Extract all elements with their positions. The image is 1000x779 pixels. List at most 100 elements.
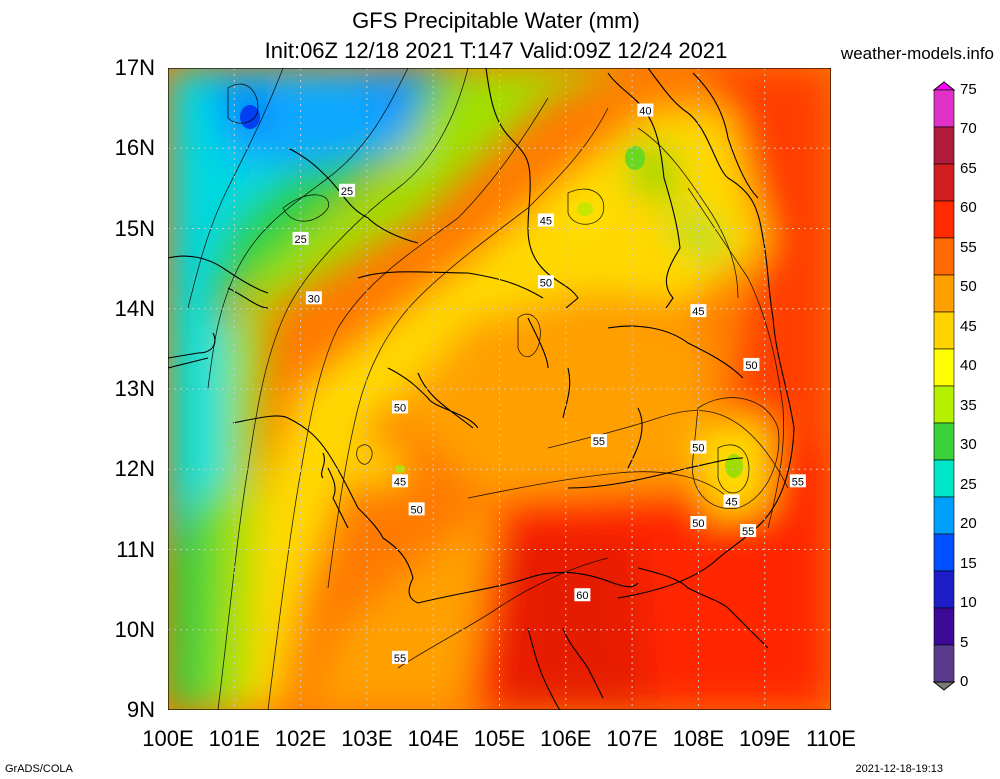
colorbar-min-arrow [932, 681, 956, 691]
colorbar-segment [933, 459, 955, 498]
contour-label: 50 [690, 440, 707, 455]
contour-label: 60 [574, 588, 591, 602]
contour-label-box [690, 304, 707, 318]
colorbar-segment [933, 163, 955, 202]
colorbar-label: 45 [960, 317, 977, 335]
colorbar-label: 20 [960, 515, 977, 533]
contour-label: 25 [339, 183, 356, 198]
contour-label-text: 40 [639, 106, 651, 118]
colorbar-segment [933, 274, 955, 313]
colorbar-segment [933, 607, 955, 646]
colorbar-label: 25 [960, 475, 977, 493]
colorbar-label: 15 [960, 554, 977, 572]
latitude-label: 15N [114, 215, 155, 241]
contour-label-box [305, 291, 322, 305]
colorbar-segment [933, 311, 955, 350]
latitude-label: 17N [114, 55, 155, 80]
contour-label: 50 [408, 502, 425, 516]
contour-label-box [637, 103, 654, 117]
colorbar-label: 65 [960, 159, 977, 177]
colorbar-segment [933, 89, 955, 128]
contour-label-text: 55 [593, 436, 605, 448]
latitude-label: 11N [116, 536, 155, 562]
longitude-label: 107E [606, 726, 658, 751]
longitude-label: 108E [672, 726, 725, 751]
colorbar-segment [933, 126, 955, 165]
longitude-label: 109E [738, 726, 791, 751]
colorbar-segment [933, 348, 955, 387]
contour-label: 45 [690, 304, 707, 318]
contour-label: 45 [723, 494, 740, 508]
contour-label: 50 [690, 516, 707, 530]
contour-label-text: 50 [411, 504, 423, 516]
colorbar-segment [933, 237, 955, 276]
contour-label-text: 45 [540, 215, 552, 227]
longitude-label: 105E [473, 726, 526, 751]
colorbar-label: 60 [960, 199, 977, 217]
contour-lines [187, 68, 789, 710]
latitude-label: 14N [114, 295, 155, 321]
colorbar-label: 35 [960, 396, 977, 414]
contour-label-text: 45 [394, 476, 406, 488]
contour-label-box [292, 231, 309, 245]
contour-label: 55 [590, 434, 607, 448]
contour-label: 40 [637, 103, 654, 118]
contour-label-box [690, 516, 707, 530]
footer-timestamp: 2021-12-18-19:13 [855, 763, 943, 775]
contour-label: 55 [789, 474, 806, 488]
contour-label-box [339, 183, 356, 197]
contour-label-text: 25 [294, 234, 306, 246]
contour-label: 50 [743, 357, 760, 372]
contour-label: 50 [392, 400, 409, 414]
colorbar-label: 75 [960, 81, 977, 98]
contour-label-text: 55 [742, 526, 754, 538]
contour-label-text: 50 [394, 402, 406, 414]
contour-label-text: 50 [745, 360, 757, 372]
contour-label-box [743, 357, 760, 371]
latitude-label: 12N [114, 456, 155, 482]
contour-label: 55 [740, 524, 757, 538]
colorbar-label: 30 [960, 436, 977, 454]
latitude-label: 13N [114, 376, 155, 401]
colorbar-segment [933, 385, 955, 424]
longitude-label: 104E [407, 726, 459, 751]
footer-software: GrADS/COLA [5, 763, 73, 775]
pw-field-shading [168, 68, 831, 710]
colorbar-label: 55 [960, 238, 977, 256]
contour-label-box [537, 213, 554, 227]
longitude-label: 102E [274, 726, 327, 751]
colorbar-segment [933, 200, 955, 239]
colorbar-segment [933, 422, 955, 461]
contour-label-box [789, 474, 806, 488]
longitude-label: 100E [142, 726, 194, 751]
contour-label-text: 50 [692, 443, 704, 455]
precipitable-water-map: 40 25 25 45 30 50 45 50 50 55 50 55 45 45 50 50 55 60 55 [168, 68, 831, 710]
graticule [168, 68, 831, 710]
contour-label-box [408, 502, 425, 516]
chart-subtitle: Init:06Z 12/18 2021 T:147 Valid:09Z 12/2… [264, 38, 728, 63]
contour-label-box [740, 524, 757, 538]
longitude-label: 101E [208, 726, 260, 751]
contour-label-text: 45 [725, 496, 737, 508]
colorbar-label: 5 [960, 633, 969, 651]
contour-label: 45 [537, 213, 554, 227]
latitude-label: 16N [114, 135, 155, 161]
contour-label-box [392, 474, 409, 488]
colorbar-max-arrow [932, 81, 956, 91]
colorbar-segment [933, 533, 955, 572]
contour-label-box [590, 434, 607, 448]
contour-label-group: 40 25 25 45 30 50 45 50 50 55 50 55 45 45 50 50 55 60 55 [292, 103, 806, 665]
contour-label-text: 50 [692, 518, 704, 530]
contour-label-text: 50 [540, 277, 552, 289]
colorbar [932, 81, 956, 691]
contour-label-text: 55 [394, 653, 406, 665]
contour-label-box [574, 588, 591, 602]
contour-label-box [537, 275, 554, 289]
contour-label: 50 [537, 275, 554, 289]
contour-label-box [392, 650, 409, 664]
colorbar-label: 40 [960, 357, 977, 375]
colorbar-label: 50 [960, 278, 977, 296]
colorbar-label: 70 [960, 120, 977, 138]
longitude-label: 106E [540, 726, 592, 751]
latitude-label: 10N [114, 616, 155, 642]
